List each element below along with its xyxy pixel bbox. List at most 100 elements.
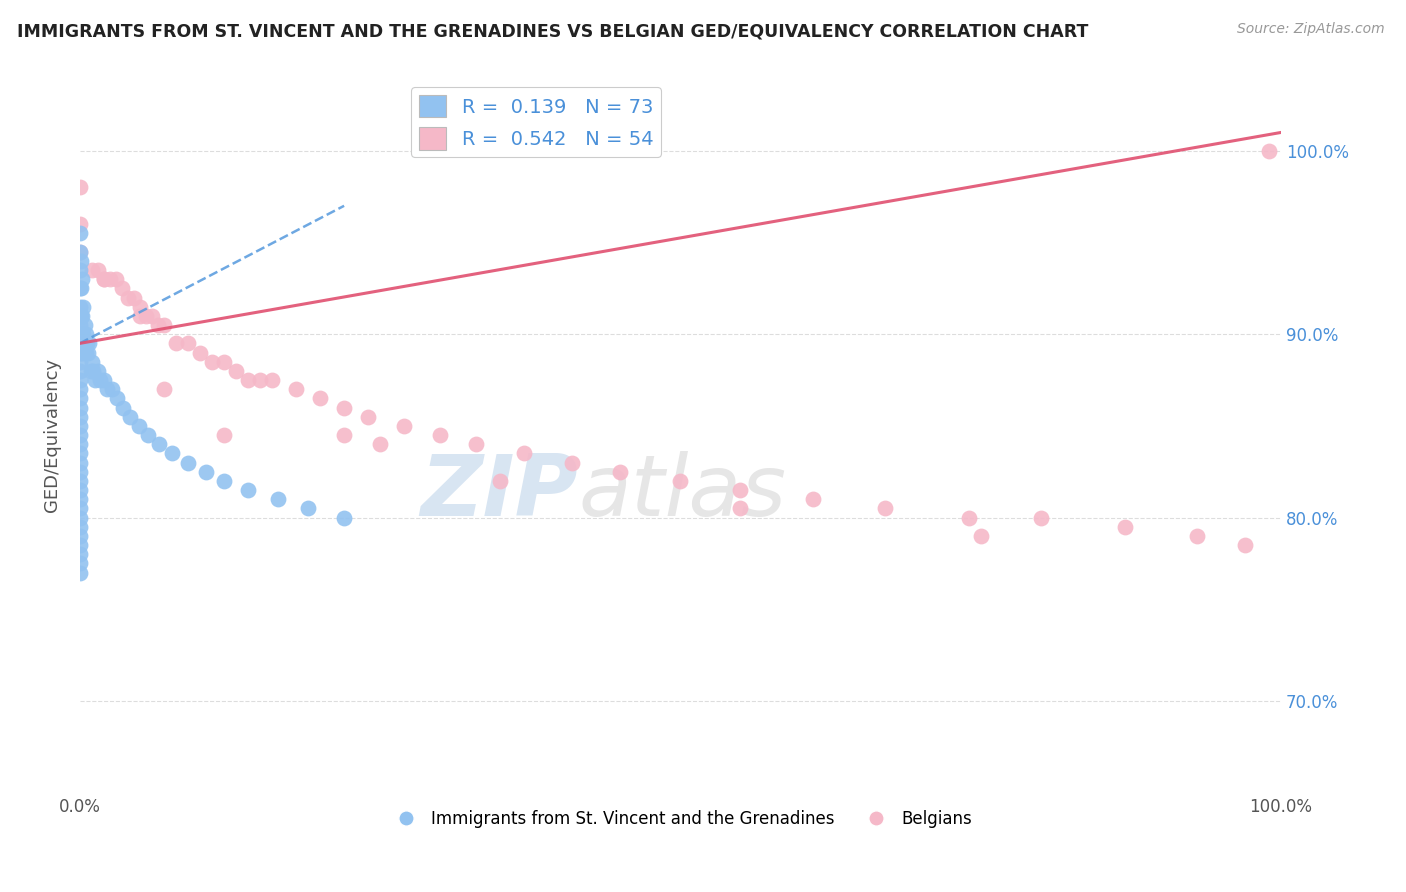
Point: [69, 401, 91, 415]
Point: [135, 309, 157, 323]
Point: [69, 227, 91, 241]
Point: [201, 354, 224, 368]
Point: [1258, 144, 1281, 158]
Point: [98, 272, 121, 286]
Point: [69, 465, 91, 479]
Point: [236, 483, 259, 497]
Point: [267, 492, 290, 507]
Point: [297, 501, 319, 516]
Point: [84, 373, 107, 387]
Point: [141, 309, 163, 323]
Point: [309, 392, 332, 406]
Point: [69, 474, 91, 488]
Point: [87, 364, 110, 378]
Point: [69, 217, 91, 231]
Point: [120, 409, 142, 424]
Point: [69, 492, 91, 507]
Point: [69, 382, 91, 396]
Point: [212, 354, 235, 368]
Point: [333, 428, 356, 442]
Point: [69, 244, 91, 259]
Point: [69, 409, 91, 424]
Point: [333, 510, 356, 524]
Point: [669, 474, 692, 488]
Point: [69, 520, 91, 534]
Point: [69, 263, 91, 277]
Point: [117, 291, 139, 305]
Point: [212, 428, 235, 442]
Point: [77, 345, 100, 359]
Point: [177, 336, 200, 351]
Y-axis label: GED/Equivalency: GED/Equivalency: [44, 358, 60, 512]
Point: [69, 456, 91, 470]
Point: [609, 465, 631, 479]
Point: [69, 446, 91, 460]
Point: [69, 281, 91, 295]
Point: [72, 327, 94, 342]
Point: [873, 501, 896, 516]
Point: [73, 318, 96, 332]
Point: [513, 446, 536, 460]
Point: [96, 382, 118, 396]
Point: [970, 529, 993, 543]
Point: [79, 336, 101, 351]
Point: [69, 557, 91, 571]
Point: [69, 354, 91, 368]
Point: [72, 309, 94, 323]
Point: [82, 364, 104, 378]
Point: [260, 373, 283, 387]
Point: [80, 354, 103, 368]
Text: Source: ZipAtlas.com: Source: ZipAtlas.com: [1237, 22, 1385, 37]
Point: [146, 318, 169, 332]
Point: [69, 437, 91, 451]
Point: [69, 345, 91, 359]
Point: [1114, 520, 1136, 534]
Point: [730, 483, 752, 497]
Point: [72, 272, 94, 286]
Point: [70, 309, 93, 323]
Point: [69, 483, 91, 497]
Point: [165, 336, 187, 351]
Point: [69, 180, 91, 194]
Point: [80, 263, 103, 277]
Point: [69, 529, 91, 543]
Point: [122, 291, 145, 305]
Legend: Immigrants from St. Vincent and the Grenadines, Belgians: Immigrants from St. Vincent and the Gren…: [382, 803, 979, 834]
Point: [162, 446, 184, 460]
Point: [368, 437, 391, 451]
Point: [188, 345, 211, 359]
Point: [1185, 529, 1208, 543]
Text: atlas: atlas: [578, 450, 786, 533]
Point: [249, 373, 271, 387]
Point: [79, 364, 101, 378]
Point: [76, 336, 98, 351]
Point: [129, 309, 152, 323]
Point: [177, 456, 200, 470]
Point: [69, 336, 91, 351]
Point: [236, 373, 259, 387]
Point: [225, 364, 247, 378]
Point: [489, 474, 512, 488]
Point: [69, 373, 91, 387]
Point: [129, 300, 152, 314]
Point: [69, 566, 91, 580]
Point: [69, 244, 91, 259]
Point: [153, 382, 176, 396]
Point: [69, 300, 91, 314]
Text: ZIP: ZIP: [420, 450, 578, 533]
Point: [195, 465, 218, 479]
Point: [465, 437, 488, 451]
Point: [957, 510, 980, 524]
Point: [561, 456, 583, 470]
Point: [72, 345, 94, 359]
Point: [75, 327, 97, 342]
Point: [101, 382, 124, 396]
Point: [93, 373, 115, 387]
Point: [69, 418, 91, 433]
Point: [89, 373, 111, 387]
Point: [73, 345, 96, 359]
Point: [730, 501, 752, 516]
Point: [72, 300, 94, 314]
Point: [69, 392, 91, 406]
Point: [69, 327, 91, 342]
